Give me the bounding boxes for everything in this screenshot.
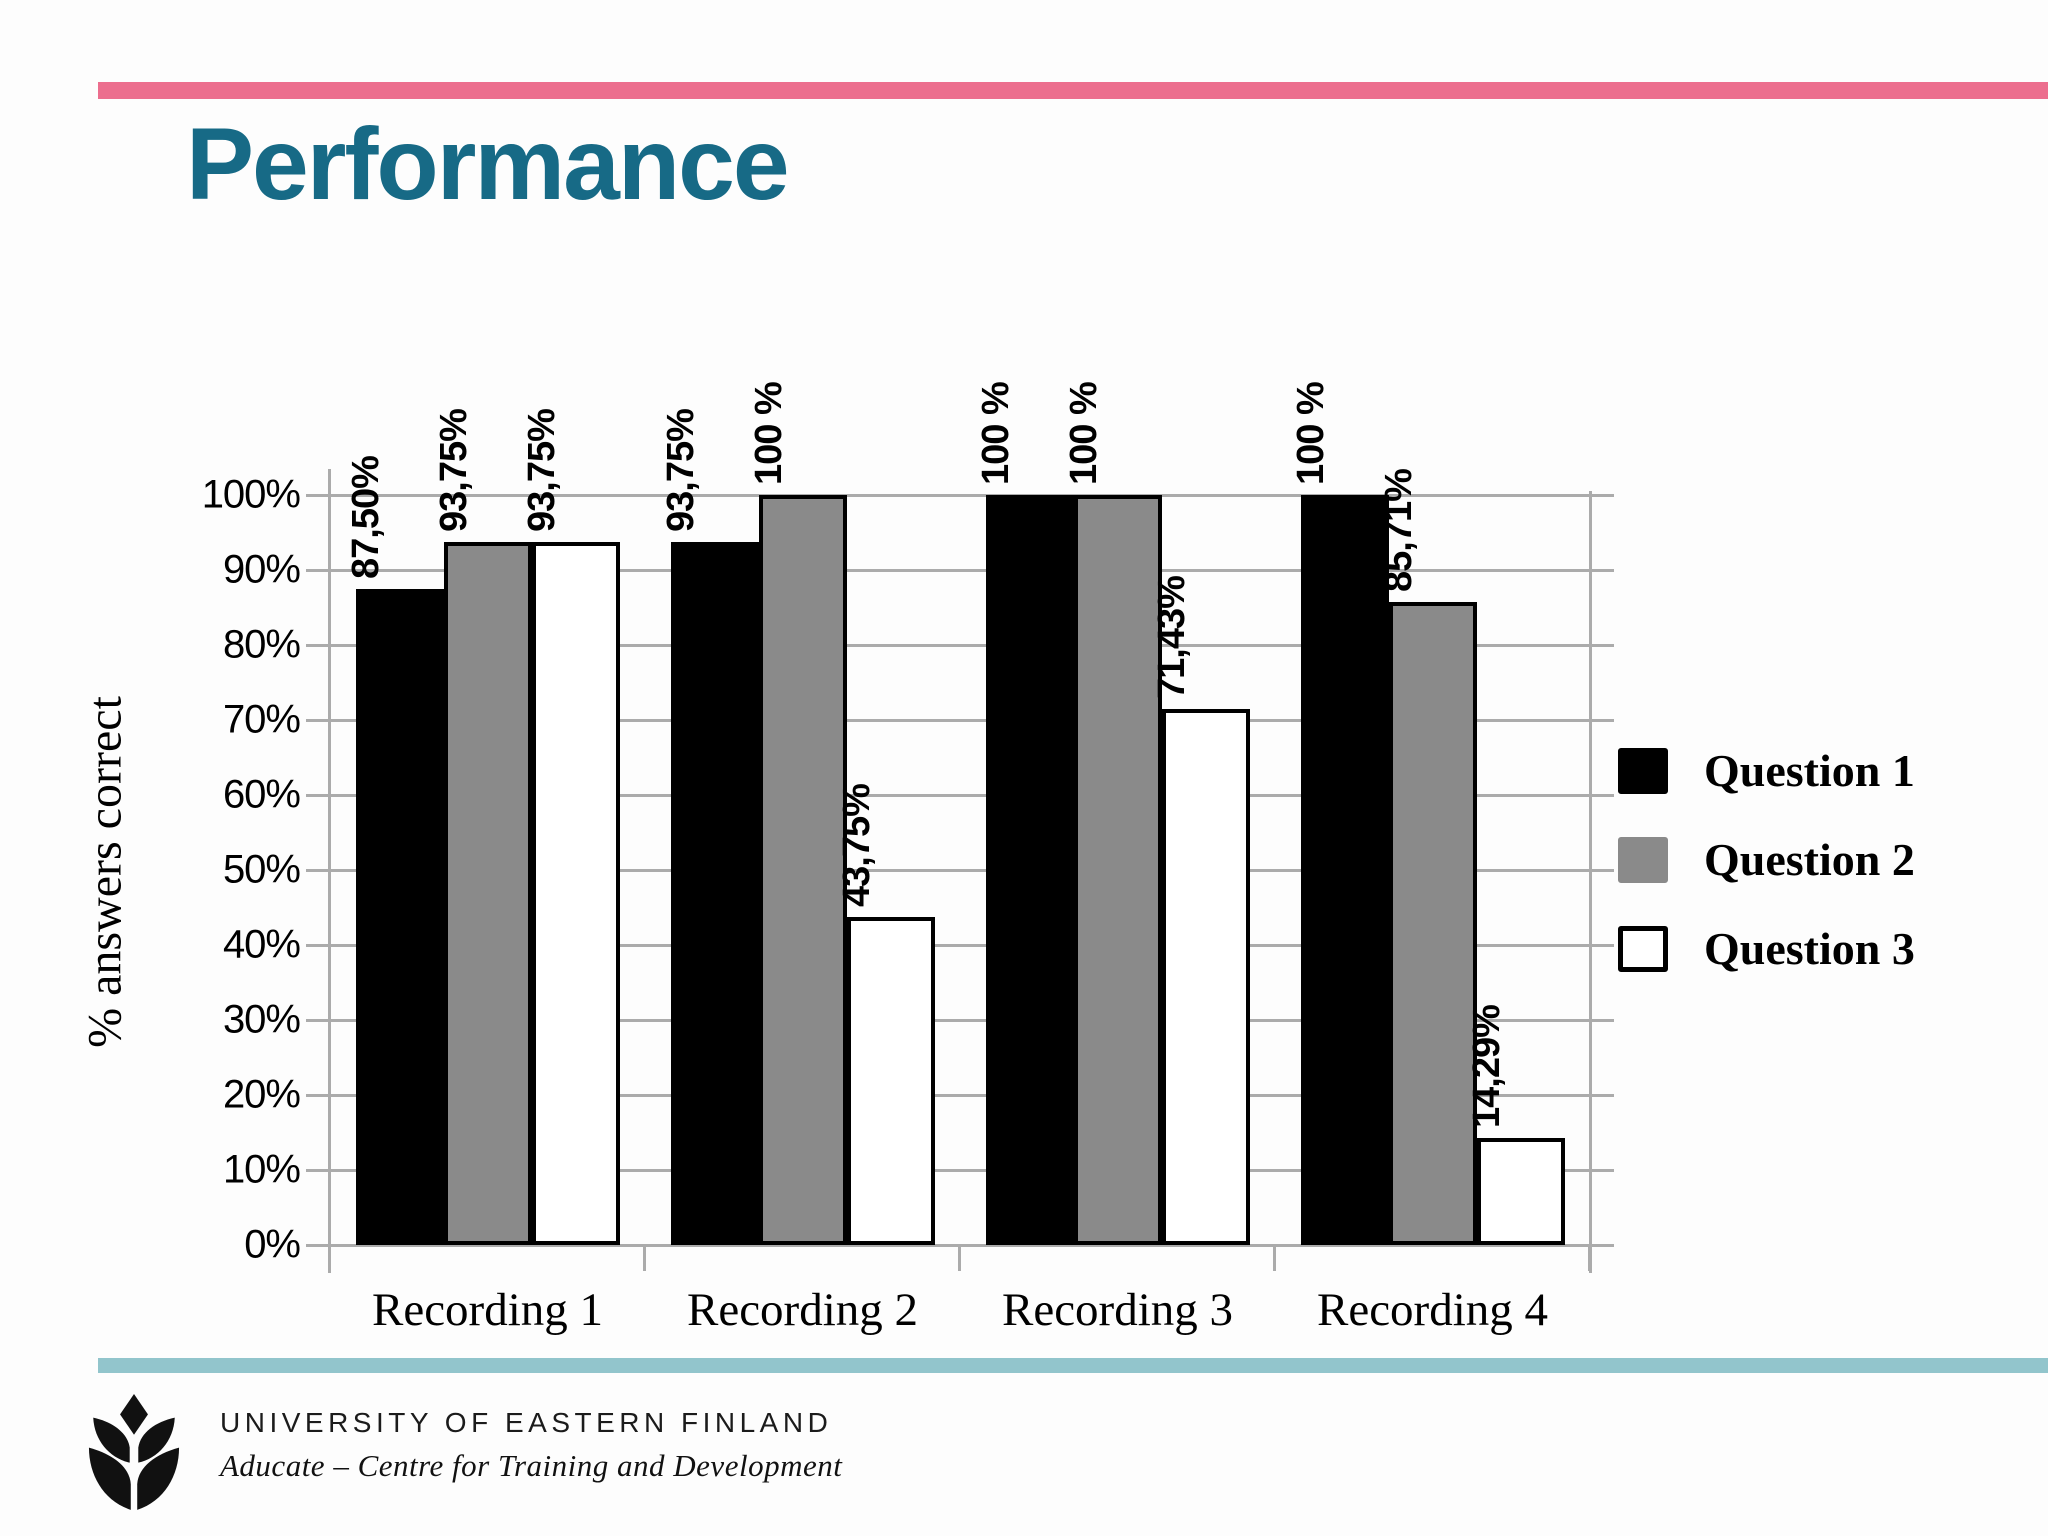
y-tick-label: 80% [222,622,301,667]
footer-org: UNIVERSITY OF EASTERN FINLAND [220,1407,833,1438]
legend-label: Question 2 [1704,834,1915,885]
y-tick-label: 30% [222,997,301,1042]
legend-swatch [1618,836,1668,883]
bar-question-2-4: 85,71% [1378,469,1477,1245]
bar-value-label: 93,75% [659,408,702,532]
x-axis-tick [643,1245,646,1271]
gridline-90% [306,568,1614,572]
bar-question-1-3: 100 % [975,382,1074,1245]
chart-legend: Question 1 Question 2 Question 3 [1618,744,1915,1011]
bar-value-label: 87,50% [344,455,387,579]
gridline-100% [306,493,1614,497]
bar-group-recording-3: 100 % 100 % 71,43% [960,382,1275,1245]
y-tick-label: 40% [222,922,301,967]
y-tick-label: 70% [222,697,301,742]
y-tick-label: 10% [222,1147,301,1192]
legend-swatch [1618,747,1668,794]
bar-question-1-1: 87,50% [345,456,444,1245]
top-accent-rule [98,82,2048,99]
y-axis-title: % answers correct [78,696,132,1048]
y-tick-label: 100% [201,472,301,517]
bar-question-3-1: 93,75% [521,409,620,1245]
bar-value-label: 93,75% [520,408,563,532]
y-tick-label: 60% [222,772,301,817]
bar-question-3-3: 71,43% [1151,576,1250,1245]
bottom-accent-rule [98,1358,2048,1373]
bar-value-label: 100 % [747,382,790,485]
bar-value-label: 71,43% [1150,576,1193,700]
y-tick-label: 20% [222,1072,301,1117]
legend-item-question-3: Question 3 [1618,922,1915,975]
bar-group-recording-4: 100 % 85,71% 14,29% [1275,382,1590,1245]
legend-item-question-2: Question 2 [1618,833,1915,886]
bar-value-label: 100 % [974,382,1017,485]
x-category-label: Recording 4 [1316,1284,1549,1336]
bar-question-2-1: 93,75% [433,409,532,1245]
x-axis-tick [1588,1245,1591,1271]
bar-question-2-3: 100 % [1063,382,1162,1245]
x-category-label: Recording 2 [686,1284,919,1336]
x-axis-tick [1273,1245,1276,1271]
footer: UNIVERSITY OF EASTERN FINLAND Aducate – … [78,1394,842,1512]
y-tick-label: 0% [244,1222,301,1267]
bar-value-label: 100 % [1289,382,1332,485]
bar-value-label: 43,75% [835,783,878,907]
gridline-60% [306,793,1614,797]
footer-dept: Aducate – Centre for Training and Develo… [220,1447,843,1483]
bar-value-label: 93,75% [432,408,475,532]
x-axis-tick [958,1245,961,1271]
legend-label: Question 3 [1704,923,1915,974]
page-title: Performance [186,107,790,221]
bar-question-1-4: 100 % [1290,382,1389,1245]
y-tick-label: 90% [222,547,301,592]
x-axis-tick [328,1245,331,1271]
uef-leaf-logo-icon [88,1394,180,1510]
legend-item-question-1: Question 1 [1618,744,1915,797]
legend-label: Question 1 [1704,745,1915,796]
x-axis-labels: Recording 1 Recording 2 Recording 3 Recordi… [330,1283,1590,1337]
footer-text: UNIVERSITY OF EASTERN FINLAND Aducate – … [220,1394,842,1484]
legend-swatch [1618,925,1668,972]
bar-question-3-2: 43,75% [836,784,935,1245]
gridline-70% [306,718,1614,722]
plot-area: 0% 10% 20% 30% 40% 50% 60% 70% 80% 90% 100% 87,50% 9… [202,382,1614,1273]
bar-groups: 87,50% 93,75% 93,75% 93,75% 100 % 43,75% 100 %… [330,382,1590,1245]
gridline-40% [306,943,1614,947]
bar-question-2-2: 100 % [748,382,847,1245]
bar-group-recording-1: 87,50% 93,75% 93,75% [330,409,645,1245]
x-category-label: Recording 3 [1001,1284,1234,1336]
gridline-80% [306,643,1614,647]
bar-value-label: 100 % [1062,382,1105,485]
gridline-50% [306,868,1614,872]
gridline-10% [306,1168,1614,1172]
bar-value-label: 85,71% [1377,469,1420,593]
bar-question-1-2: 93,75% [660,409,759,1245]
bar-group-recording-2: 93,75% 100 % 43,75% [645,382,960,1245]
bar-value-label: 14,29% [1465,1004,1508,1128]
gridline-30% [306,1018,1614,1022]
gridline-20% [306,1093,1614,1097]
bar-question-3-4: 14,29% [1466,1005,1565,1245]
y-tick-label: 50% [222,847,301,892]
x-category-label: Recording 1 [371,1284,604,1336]
